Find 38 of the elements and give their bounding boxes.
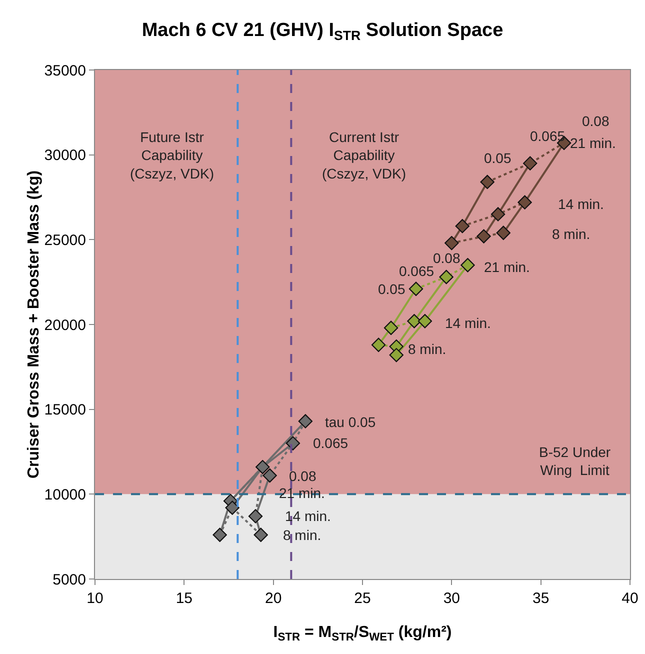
annotation: Future Istr Capability (Cszyz, VDK)	[130, 129, 214, 182]
annotation: 0.065	[399, 263, 434, 279]
annotation: 8 min.	[408, 341, 446, 357]
y-axis-title: Cruiser Gross Mass + Booster Mass (kg)	[25, 170, 42, 479]
annotation: 8 min.	[552, 226, 590, 242]
y-tick-label: 30000	[44, 147, 86, 164]
y-tick-label: 15000	[44, 402, 86, 419]
y-tick-label: 10000	[44, 486, 86, 504]
annotation: tau 0.05	[325, 414, 376, 430]
annotation: 0.08	[582, 113, 610, 129]
annotation: B-52 Under Wing Limit	[539, 444, 611, 478]
annotation: 14 min.	[285, 508, 331, 524]
annotation: 0.065	[313, 435, 348, 451]
annotation: 21 min.	[279, 485, 325, 501]
annotation: 0.08	[289, 468, 316, 484]
x-tick-label: 20	[264, 590, 282, 607]
x-tick-label: 25	[354, 590, 371, 607]
x-tick-label: 15	[176, 590, 193, 607]
x-axis-title: I$_{STR}$ = M$_{STR}$/S$_{WET}$ (kg/m²)	[273, 624, 452, 644]
annotation: 0.05	[484, 150, 512, 166]
annotation: 8 min.	[283, 527, 322, 543]
y-tick-label: 35000	[44, 62, 86, 80]
annotation: 0.05	[378, 281, 406, 297]
x-tick-label: 40	[622, 590, 638, 607]
y-tick-label: 25000	[44, 232, 86, 249]
annotation: 14 min.	[445, 315, 491, 331]
annotation: Current Istr Capability (Cszyz, VDK)	[322, 129, 406, 182]
chart-title: Mach 6 CV 21 (GHV) I$_{STR}$ Solution Space	[142, 20, 504, 44]
x-tick-label: 30	[443, 590, 460, 607]
annotation: 0.065	[530, 128, 566, 144]
annotation: 0.08	[433, 250, 460, 266]
x-tick-label: 10	[86, 590, 104, 607]
y-tick-label: 5000	[52, 571, 86, 588]
annotation: 21 min.	[484, 259, 530, 275]
x-tick-label: 35	[532, 590, 550, 607]
y-tick-label: 20000	[44, 316, 86, 334]
annotation: 14 min.	[558, 196, 604, 212]
annotation: 21 min.	[570, 135, 616, 151]
